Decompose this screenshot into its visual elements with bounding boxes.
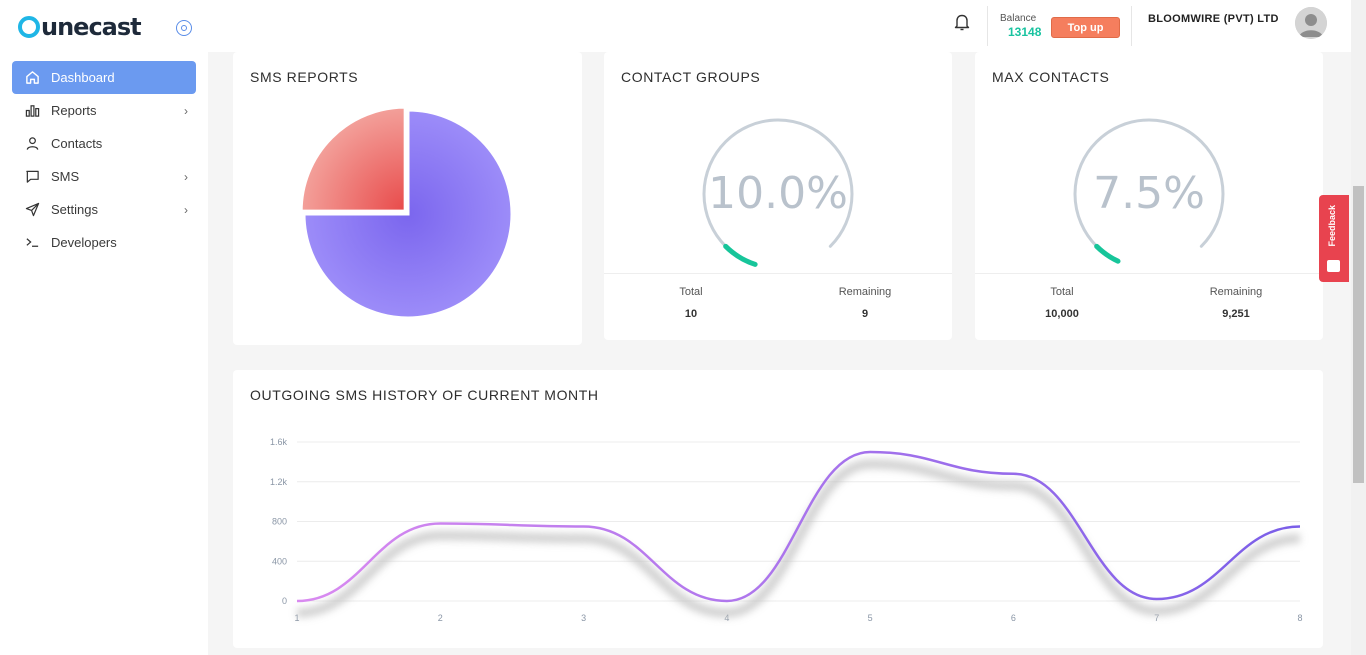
- y-tick-label: 400: [272, 556, 287, 566]
- gauge-track: [702, 118, 854, 248]
- logo-mark: [18, 16, 40, 38]
- header-divider: [987, 6, 988, 46]
- y-tick-label: 1.2k: [270, 477, 288, 487]
- top-header: Balance 13148 Top up BLOOMWIRE (PVT) LTD: [208, 0, 1351, 52]
- sms-reports-card: SMS REPORTS: [233, 52, 582, 345]
- card-title: OUTGOING SMS HISTORY OF CURRENT MONTH: [250, 387, 599, 403]
- sidebar-item-dashboard[interactable]: Dashboard: [12, 61, 196, 94]
- chevron-right-icon: ›: [184, 203, 188, 217]
- user-icon: [24, 136, 40, 152]
- x-tick-label: 3: [581, 613, 586, 623]
- total-value: 10: [684, 308, 698, 320]
- balance-value: 13148: [1008, 25, 1042, 39]
- logo[interactable]: unecast: [18, 12, 142, 42]
- header-divider: [1131, 6, 1132, 46]
- pie-slice[interactable]: [299, 105, 407, 213]
- sidebar-nav: Dashboard Reports › Contacts SMS ›: [12, 61, 196, 259]
- sidebar-item-sms[interactable]: SMS ›: [12, 160, 196, 193]
- send-icon: [24, 202, 40, 218]
- y-tick-label: 1.6k: [270, 437, 288, 447]
- target-icon: [181, 25, 187, 31]
- avatar[interactable]: [1295, 7, 1327, 39]
- sidebar: unecast Dashboard Reports › Contacts: [0, 0, 208, 655]
- y-tick-label: 0: [282, 596, 287, 606]
- remaining-value: 9: [861, 308, 869, 320]
- sidebar-item-developers[interactable]: Developers: [12, 226, 196, 259]
- series-line: [296, 450, 1301, 603]
- gauge-percent: 10.0%: [708, 168, 848, 219]
- gauge-progress: [723, 243, 758, 267]
- total-value: 10,000: [1045, 308, 1079, 320]
- topup-button[interactable]: Top up: [1051, 17, 1120, 38]
- chevron-right-icon: ›: [184, 104, 188, 118]
- sidebar-item-reports[interactable]: Reports ›: [12, 94, 196, 127]
- series-shadow: [296, 459, 1301, 618]
- feedback-icon: [1327, 260, 1340, 272]
- max-contacts-gauge: [1073, 118, 1225, 264]
- chevron-right-icon: ›: [184, 170, 188, 184]
- message-icon: [24, 169, 40, 185]
- sms-history-line-chart: 0 400 800 1.2k 1.6k 1 2 3 4 5 6 7 8: [270, 437, 1303, 623]
- contact-groups-gauge: [702, 118, 854, 267]
- max-contacts-card: MAX CONTACTS 7.5% Total 10,000 Remaining…: [975, 52, 1323, 340]
- terminal-icon: [24, 235, 40, 251]
- home-icon: [24, 70, 40, 86]
- sidebar-item-label: Developers: [51, 235, 117, 250]
- gauge-progress: [1094, 243, 1121, 264]
- bell-icon[interactable]: [953, 12, 971, 32]
- contact-groups-card: CONTACT GROUPS 10.0% Total 10 Remaining …: [604, 52, 952, 340]
- sidebar-item-label: SMS: [51, 169, 80, 184]
- x-tick-label: 4: [724, 613, 729, 623]
- sidebar-item-label: Dashboard: [51, 70, 115, 85]
- gauge-track: [1073, 118, 1225, 248]
- bar-chart-icon: [24, 103, 40, 119]
- x-tick-label: 5: [868, 613, 873, 623]
- balance-label: Balance: [1000, 13, 1037, 24]
- sms-history-card: OUTGOING SMS HISTORY OF CURRENT MONTH 0 4…: [233, 370, 1323, 648]
- feedback-label: Feedback: [1327, 205, 1337, 247]
- x-tick-label: 7: [1154, 613, 1159, 623]
- sidebar-toggle-button[interactable]: [176, 20, 192, 36]
- logo-text: unecast: [41, 13, 142, 41]
- x-tick-label: 2: [438, 613, 443, 623]
- scrollbar[interactable]: [1351, 0, 1366, 655]
- card-title: SMS REPORTS: [250, 69, 359, 85]
- remaining-label: Remaining: [1209, 286, 1263, 298]
- x-tick-label: 8: [1297, 613, 1302, 623]
- remaining-value: 9,251: [1222, 308, 1250, 320]
- sidebar-item-label: Reports: [51, 103, 97, 118]
- remaining-label: Remaining: [838, 286, 892, 298]
- card-title: MAX CONTACTS: [992, 69, 1110, 85]
- pie-slice[interactable]: [302, 108, 514, 320]
- stat-divider: [604, 273, 952, 274]
- sidebar-item-label: Settings: [51, 202, 98, 217]
- scrollbar-thumb[interactable]: [1353, 186, 1364, 483]
- sidebar-item-contacts[interactable]: Contacts: [12, 127, 196, 160]
- card-title: CONTACT GROUPS: [621, 69, 761, 85]
- sms-pie-chart: [299, 105, 514, 320]
- stat-divider: [975, 273, 1323, 274]
- y-tick-label: 800: [272, 517, 287, 527]
- x-tick-label: 1: [294, 613, 299, 623]
- feedback-button[interactable]: Feedback: [1319, 195, 1349, 282]
- x-tick-label: 6: [1011, 613, 1016, 623]
- gauge-percent: 7.5%: [1093, 168, 1205, 219]
- total-label: Total: [679, 286, 703, 298]
- company-name[interactable]: BLOOMWIRE (PVT) LTD: [1148, 13, 1279, 25]
- total-label: Total: [1050, 286, 1074, 298]
- sidebar-item-label: Contacts: [51, 136, 103, 151]
- sidebar-item-settings[interactable]: Settings ›: [12, 193, 196, 226]
